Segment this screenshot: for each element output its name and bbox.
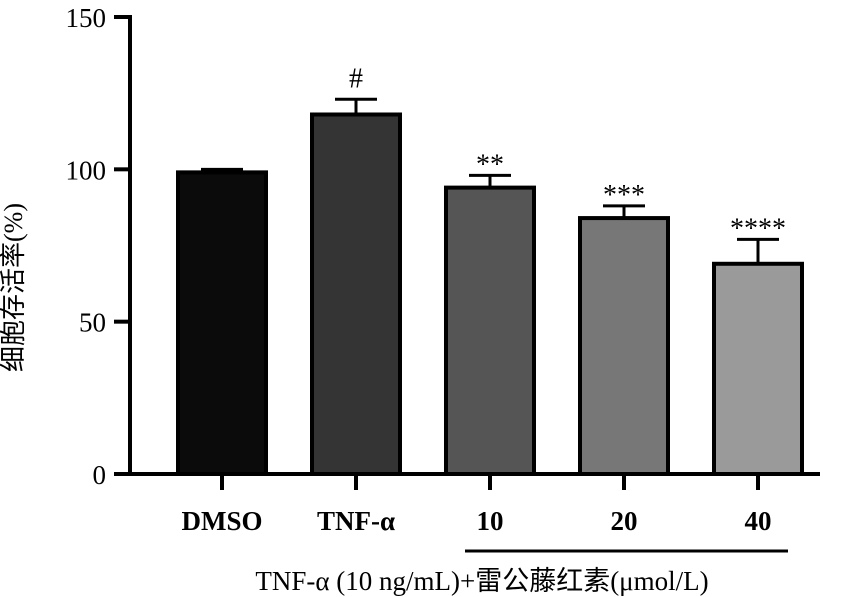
y-ticks: 0 50 100 150: [66, 3, 130, 490]
bar-5: [712, 261, 804, 476]
significance-label: **: [476, 149, 504, 180]
x-axis-title: TNF-α (10 ng/mL)+雷公藤红素(μmol/L): [255, 566, 708, 596]
y-tick-label: 0: [93, 460, 107, 490]
bar-3: [444, 185, 536, 476]
significance-label: ***: [603, 180, 645, 211]
x-tick-label: 40: [745, 506, 772, 536]
significance-label: ****: [730, 213, 786, 244]
x-tick-label: 20: [611, 506, 638, 536]
y-tick-label: 100: [66, 155, 107, 185]
y-axis-title: 细胞存活率(%): [0, 203, 28, 372]
bar-4: [578, 216, 670, 476]
bar-2: [310, 112, 402, 476]
plot-area: #*********: [176, 63, 804, 476]
significance-label: #: [349, 63, 363, 94]
x-tick-label: TNF-α: [317, 506, 395, 536]
x-tick-label: 10: [477, 506, 504, 536]
x-ticks: DMSO TNF-α 10 20 40: [182, 474, 772, 536]
y-tick-label: 150: [66, 3, 107, 33]
bar-1: [176, 170, 268, 476]
x-tick-label: DMSO: [182, 506, 263, 536]
y-tick-label: 50: [79, 308, 106, 338]
